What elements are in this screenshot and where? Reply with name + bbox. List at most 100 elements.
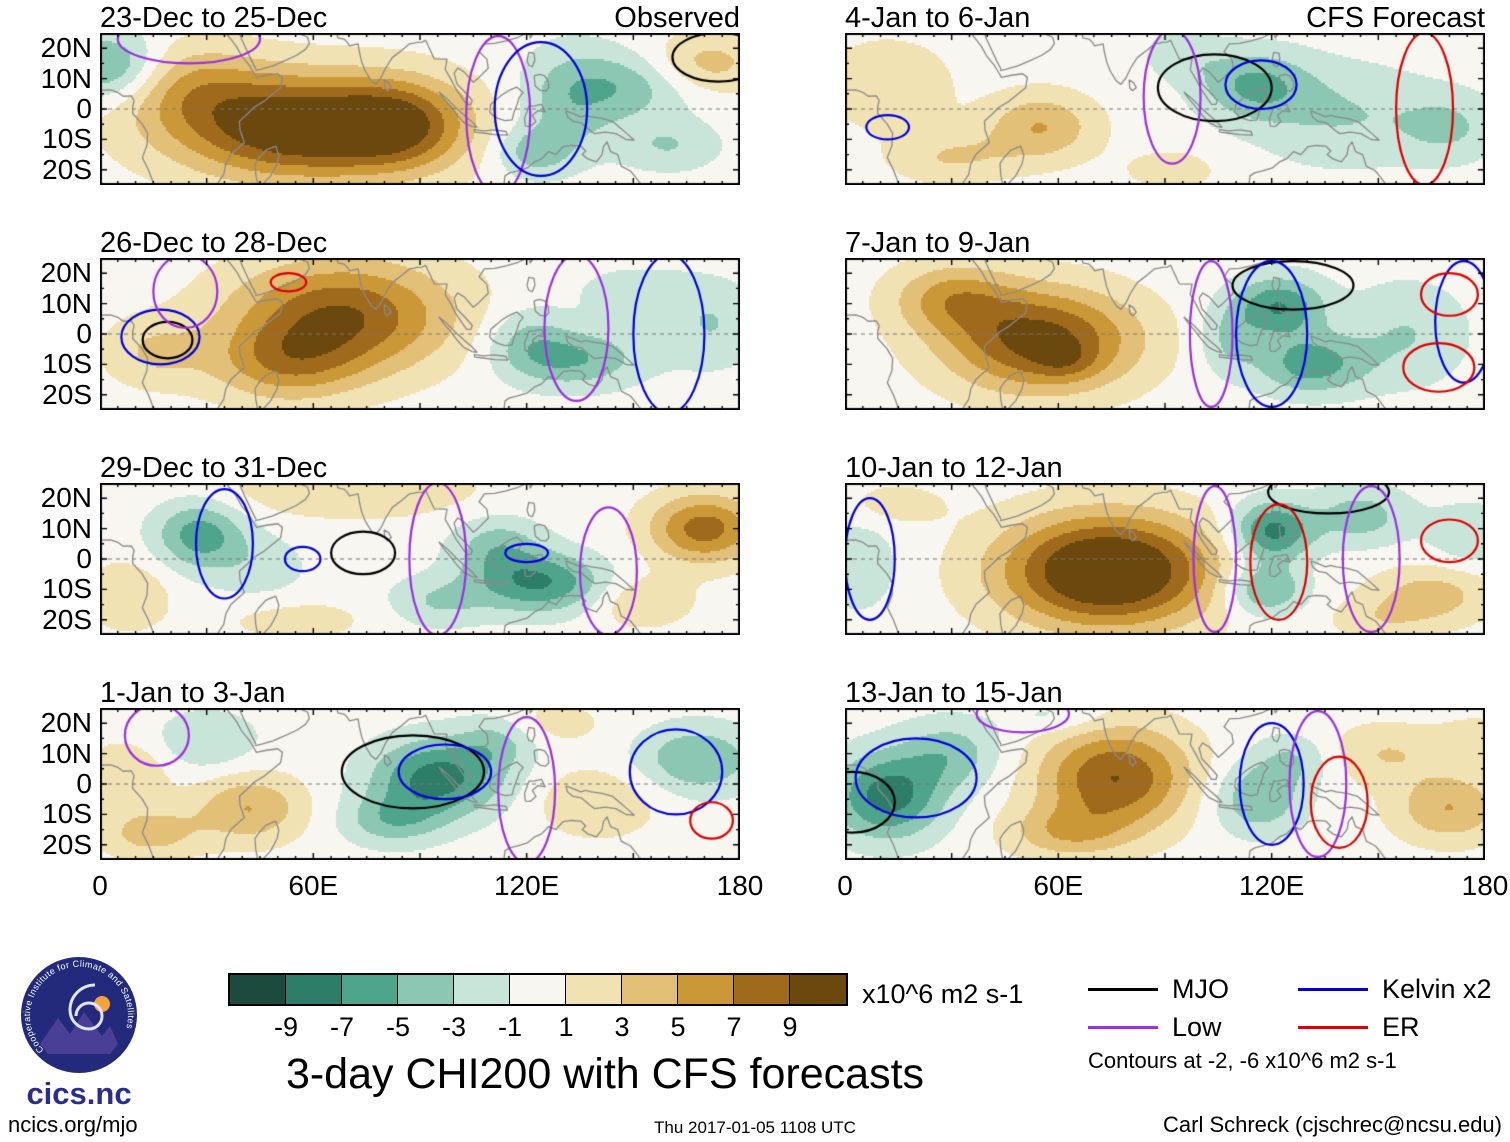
colorbar-tick-label: 1	[558, 1012, 574, 1042]
panel-corner-label: Observed	[614, 2, 740, 34]
panel-title: 23-Dec to 25-Dec	[100, 2, 328, 34]
footer-timestamp: Thu 2017-01-05 1108 UTC	[654, 1118, 856, 1137]
x-tick-label: 120E	[493, 870, 560, 901]
y-tick-label: 10N	[40, 287, 92, 319]
x-tick-label: 120E	[1238, 870, 1305, 901]
colorbar-tick-label: 3	[614, 1012, 630, 1042]
colorbar-tick-label: -3	[441, 1012, 467, 1042]
map-canvas-4	[845, 33, 1485, 185]
cics-logo: Cooperative Institute for Climate and Sa…	[21, 957, 137, 1073]
y-tick-label: 0	[76, 768, 92, 799]
colorbar-swatch	[566, 975, 622, 1004]
colorbar-swatch	[398, 975, 454, 1004]
panel-header: 7-Jan to 9-Jan	[845, 228, 1485, 258]
y-tick-label: 20S	[42, 378, 92, 410]
panel-corner-label: CFS Forecast	[1306, 2, 1485, 34]
wave-legend: MJO Kelvin x2 Low ER	[1088, 974, 1510, 1042]
mjo-line-sample	[1088, 987, 1158, 991]
y-tick-label: 0	[76, 318, 92, 349]
panel-header: 23-Dec to 25-Dec Observed	[100, 3, 740, 33]
y-tick-label: 10N	[40, 737, 92, 769]
colorbar-swatch	[342, 975, 398, 1004]
colorbar-tick-label: 9	[782, 1012, 798, 1042]
y-tick-label: 10N	[40, 512, 92, 544]
panel-title: 29-Dec to 31-Dec	[100, 452, 328, 484]
legend-label: MJO	[1172, 973, 1229, 1004]
colorbar-tick-label: -5	[385, 1012, 411, 1042]
legend-item-mjo: MJO	[1088, 974, 1298, 1004]
map-canvas-7	[845, 708, 1485, 860]
footer-author: Carl Schreck (cjschrec@ncsu.edu)	[1163, 1112, 1502, 1137]
low-line-sample	[1088, 1025, 1158, 1029]
map-canvas-2	[100, 483, 740, 635]
footer-site: ncics.org/mjo	[8, 1112, 138, 1137]
colorbar-swatch	[230, 975, 286, 1004]
y-tick-label: 10S	[42, 573, 92, 605]
er-line-sample	[1298, 1025, 1368, 1029]
legend-item-low: Low	[1088, 1012, 1298, 1042]
y-tick-label: 0	[76, 543, 92, 574]
panel-title: 4-Jan to 6-Jan	[845, 2, 1031, 34]
panel-header: 10-Jan to 12-Jan	[845, 453, 1485, 483]
y-tick-label: 20N	[40, 707, 92, 739]
panel-header: 13-Jan to 15-Jan	[845, 678, 1485, 708]
colorbar-swatch	[790, 975, 846, 1004]
panel-title: 7-Jan to 9-Jan	[845, 227, 1031, 259]
colorbar-swatch	[454, 975, 510, 1004]
x-tick-label: 0	[837, 870, 853, 901]
y-tick-label: 20S	[42, 153, 92, 185]
colorbar-tick-label: 7	[726, 1012, 742, 1042]
logo-name: cics.nc	[26, 1076, 132, 1111]
panel-title: 10-Jan to 12-Jan	[845, 452, 1063, 484]
x-tick-label: 180	[1461, 870, 1509, 901]
map-canvas-6	[845, 483, 1485, 635]
legend-label: Kelvin x2	[1382, 973, 1492, 1004]
map-canvas-1	[100, 258, 740, 410]
y-tick-label: 10S	[42, 798, 92, 830]
figure-title: 3-day CHI200 with CFS forecasts	[285, 1050, 925, 1098]
legend-label: Low	[1172, 1011, 1222, 1042]
y-tick-label: 10S	[42, 348, 92, 380]
colorbar	[228, 973, 848, 1006]
y-tick-label: 20N	[40, 482, 92, 514]
panel-title: 26-Dec to 28-Dec	[100, 227, 328, 259]
map-canvas-3	[100, 708, 740, 860]
map-canvas-0	[100, 33, 740, 185]
colorbar-labels: -9 -7 -5 -3 -1 1 3 5 7 9	[228, 1012, 848, 1042]
y-tick-label: 20S	[42, 828, 92, 860]
colorbar-tick-label: -9	[273, 1012, 299, 1042]
panel-header: 4-Jan to 6-Jan CFS Forecast	[845, 3, 1485, 33]
legend-item-er: ER	[1298, 1012, 1510, 1042]
x-tick-label: 60E	[288, 870, 339, 901]
colorbar-tick-label: -7	[329, 1012, 355, 1042]
map-canvas-5	[845, 258, 1485, 410]
panel-header: 1-Jan to 3-Jan	[100, 678, 740, 708]
y-tick-label: 0	[76, 93, 92, 124]
colorbar-swatch	[622, 975, 678, 1004]
colorbar-tick-label: -1	[497, 1012, 523, 1042]
y-tick-label: 20N	[40, 257, 92, 289]
legend-item-kelvin: Kelvin x2	[1298, 974, 1510, 1004]
colorbar-swatch	[286, 975, 342, 1004]
legend-label: ER	[1382, 1011, 1420, 1042]
contour-note: Contours at -2, -6 x10^6 m2 s-1	[1088, 1048, 1397, 1073]
x-tick-label: 180	[716, 870, 764, 901]
colorbar-swatch	[734, 975, 790, 1004]
x-tick-label: 0	[92, 870, 108, 901]
panel-title: 1-Jan to 3-Jan	[100, 677, 286, 709]
y-tick-label: 20S	[42, 603, 92, 635]
logo-mountains	[40, 1012, 118, 1054]
colorbar-swatch	[678, 975, 734, 1004]
colorbar-swatch	[510, 975, 566, 1004]
x-tick-label: 60E	[1033, 870, 1084, 901]
y-tick-label: 10S	[42, 123, 92, 155]
y-tick-label: 10N	[40, 62, 92, 94]
colorbar-tick-label: 5	[670, 1012, 686, 1042]
logo-spiral-icon	[68, 983, 104, 1031]
panel-title: 13-Jan to 15-Jan	[845, 677, 1063, 709]
units-label: x10^6 m2 s-1	[862, 979, 1024, 1009]
panel-header: 26-Dec to 28-Dec	[100, 228, 740, 258]
kelvin-line-sample	[1298, 987, 1368, 991]
